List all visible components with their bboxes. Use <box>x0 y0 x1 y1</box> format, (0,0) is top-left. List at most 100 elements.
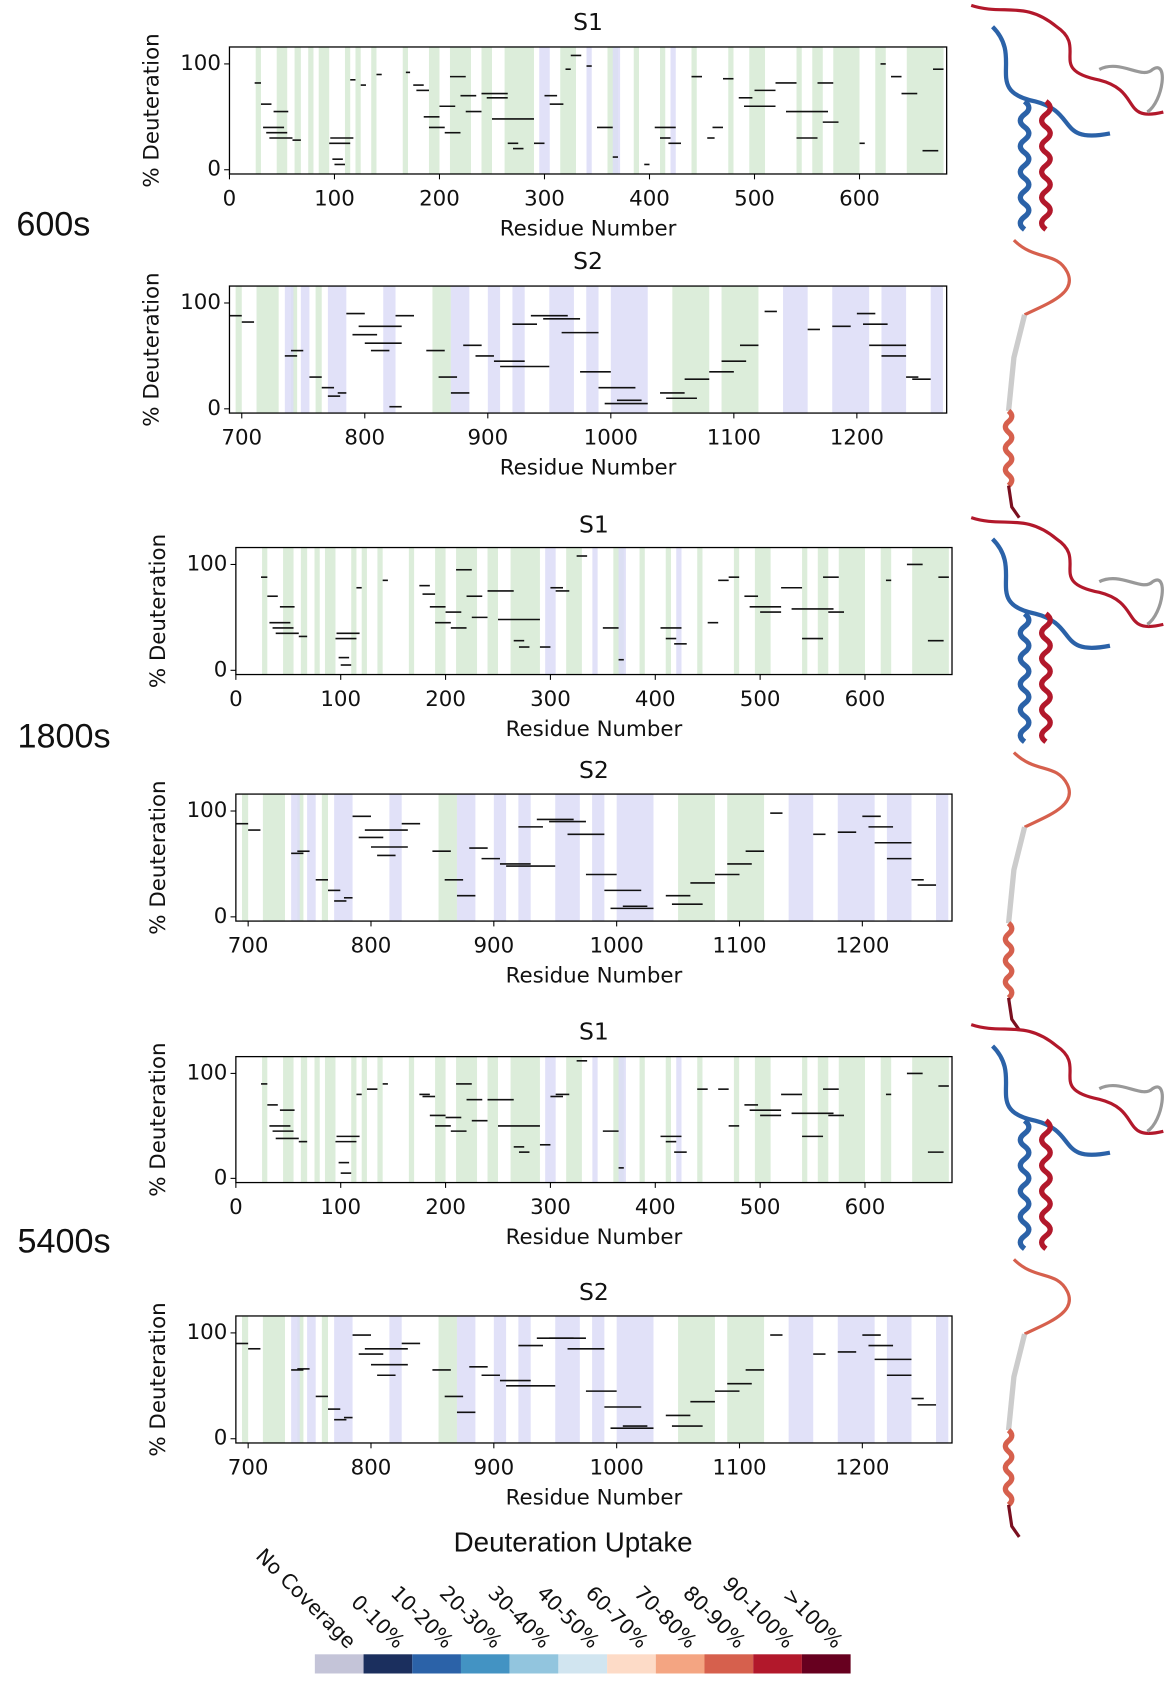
x-tick-label: 1000 <box>590 934 644 959</box>
y-tick-label: 100 <box>180 51 221 76</box>
colorbar-swatch <box>753 1654 802 1673</box>
coverage-region <box>660 47 665 174</box>
x-tick-label: 400 <box>635 1195 676 1220</box>
coverage-region <box>389 794 401 921</box>
coverage-region <box>545 548 555 675</box>
y-axis-label: % Deuteration <box>146 1042 171 1196</box>
coverage-region <box>242 794 248 921</box>
x-tick-label: 200 <box>425 1195 466 1220</box>
chart-title: S1 <box>579 1018 609 1046</box>
coverage-region <box>592 794 604 921</box>
coverage-region <box>345 47 350 174</box>
coverage-region <box>802 548 807 675</box>
coverage-region <box>881 548 891 675</box>
y-tick-label: 100 <box>187 1060 228 1085</box>
coverage-region <box>839 548 865 675</box>
coverage-region <box>692 47 697 174</box>
coverage-region <box>488 548 498 675</box>
coverage-region <box>734 1057 739 1183</box>
coverage-region <box>887 1316 912 1443</box>
coverage-region <box>797 47 802 174</box>
coverage-region <box>613 47 620 174</box>
colorbar-swatch <box>510 1654 559 1673</box>
coverage-region <box>505 47 534 174</box>
coverage-region <box>670 47 675 174</box>
coverage-region <box>875 47 886 174</box>
coverage-region <box>451 286 469 413</box>
x-tick-label: 1200 <box>835 934 889 959</box>
coverage-region <box>291 794 300 921</box>
protein-structure <box>971 5 1163 517</box>
coverage-region <box>456 1057 477 1183</box>
y-tick-label: 100 <box>187 1320 228 1345</box>
coverage-region <box>907 47 944 174</box>
coverage-region <box>833 47 859 174</box>
coverage-region <box>403 47 408 174</box>
x-axis-label: Residue Number <box>506 1485 683 1510</box>
coverage-region <box>592 1057 597 1183</box>
coverage-region <box>818 548 828 675</box>
coverage-region <box>283 1057 293 1183</box>
coverage-region <box>307 1316 316 1443</box>
coverage-region <box>640 1057 645 1183</box>
coverage-region <box>512 286 524 413</box>
x-tick-label: 100 <box>314 187 355 212</box>
coverage-region <box>308 47 313 174</box>
x-tick-label: 0 <box>223 187 237 212</box>
coverage-region <box>285 286 294 413</box>
coverage-region <box>881 286 906 413</box>
x-tick-label: 600 <box>845 1195 886 1220</box>
coverage-region <box>355 47 360 174</box>
coverage-region <box>322 1316 328 1443</box>
coverage-region <box>566 1057 582 1183</box>
x-tick-label: 600 <box>845 687 886 712</box>
coverage-region <box>672 286 709 413</box>
coverage-region <box>325 1057 335 1183</box>
coverage-region <box>362 548 367 675</box>
y-tick-label: 100 <box>187 551 228 576</box>
coverage-region <box>242 1316 248 1443</box>
coverage-region <box>283 548 293 675</box>
x-tick-label: 1100 <box>707 426 761 451</box>
coverage-region <box>666 1057 671 1183</box>
x-tick-label: 800 <box>351 1456 392 1481</box>
x-tick-label: 300 <box>530 1195 571 1220</box>
coverage-region <box>315 1057 320 1183</box>
x-tick-label: 500 <box>740 687 781 712</box>
coverage-region <box>377 548 382 675</box>
coverage-region <box>295 47 301 174</box>
coverage-region <box>832 286 869 413</box>
coverage-region <box>727 794 764 921</box>
colorbar-title: Deuteration Uptake <box>454 1527 693 1558</box>
coverage-region <box>439 1316 457 1443</box>
coverage-region <box>262 1057 267 1183</box>
coverage-region <box>755 548 771 675</box>
x-axis-label: Residue Number <box>506 964 683 989</box>
x-tick-label: 100 <box>320 1195 361 1220</box>
coverage-region <box>301 286 310 413</box>
protein-structure <box>971 518 1163 1030</box>
coverage-region <box>328 286 346 413</box>
coverage-region <box>678 794 715 921</box>
time-label: 5400s <box>18 1222 111 1260</box>
x-tick-label: 0 <box>229 1195 243 1220</box>
x-tick-label: 400 <box>635 687 676 712</box>
coverage-region <box>334 1316 352 1443</box>
coverage-region <box>511 1057 540 1183</box>
coverage-region <box>307 794 316 921</box>
coverage-region <box>325 548 335 675</box>
chart-title: S1 <box>579 511 609 539</box>
chart-title: S2 <box>573 247 603 275</box>
x-tick-label: 700 <box>228 934 269 959</box>
coverage-region <box>277 47 288 174</box>
coverage-region <box>697 548 702 675</box>
x-tick-label: 1100 <box>712 934 766 959</box>
coverage-region <box>351 548 356 675</box>
x-tick-label: 500 <box>740 1195 781 1220</box>
coverage-region <box>640 548 645 675</box>
x-tick-label: 1200 <box>830 426 884 451</box>
coverage-region <box>678 1316 715 1443</box>
coverage-region <box>494 1316 506 1443</box>
coverage-region <box>435 1057 445 1183</box>
coverage-region <box>755 1057 771 1183</box>
